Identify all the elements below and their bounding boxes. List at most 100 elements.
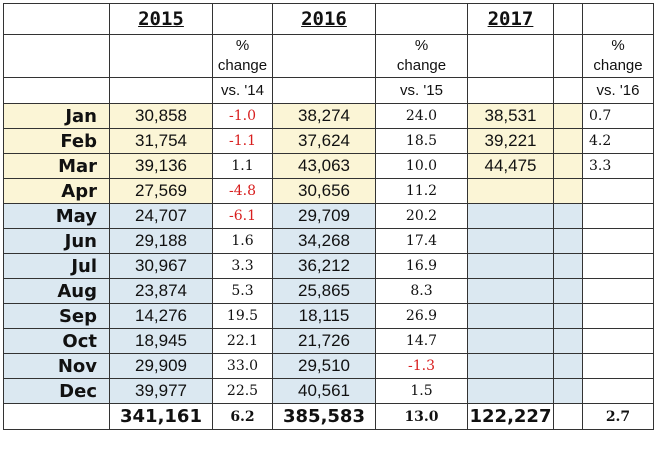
totals-label-cell (3, 403, 110, 430)
change-2015: 1.1 (212, 153, 273, 179)
month-row: Jun 29,188 1.6 34,268 17.4 (3, 228, 654, 254)
change-2016: 20.2 (375, 203, 468, 229)
value-2017 (467, 278, 554, 304)
blank-header-cell (3, 77, 110, 104)
spacer-2017 (553, 328, 583, 354)
year-2016-header: 2016 (272, 3, 376, 35)
totals-row: 341,161 6.2 385,583 13.0 122,227 2.7 (3, 403, 654, 430)
change-2017 (582, 303, 654, 329)
total-2017: 122,227 (467, 403, 554, 430)
value-2017: 44,475 (467, 153, 554, 179)
month-row: Jan 30,858 -1.0 38,274 24.0 38,531 0.7 (3, 103, 654, 129)
change-2017 (582, 203, 654, 229)
value-2016: 18,115 (272, 303, 376, 329)
change-2015: 19.5 (212, 303, 273, 329)
month-label: Sep (3, 303, 110, 329)
change-label: change (217, 57, 268, 74)
value-2017: 39,221 (467, 128, 554, 154)
spacer-2017 (553, 103, 583, 129)
change-2016: 26.9 (375, 303, 468, 329)
value-2016: 37,624 (272, 128, 376, 154)
month-label: May (3, 203, 110, 229)
value-2017 (467, 253, 554, 279)
value-2015: 14,276 (109, 303, 213, 329)
value-2016: 40,561 (272, 378, 376, 404)
vs-16-label: vs. '16 (582, 77, 654, 104)
value-2017 (467, 228, 554, 254)
value-2016: 25,865 (272, 278, 376, 304)
change-2017 (582, 328, 654, 354)
spacer-2017 (553, 278, 583, 304)
value-2015: 18,945 (109, 328, 213, 354)
value-2015: 30,858 (109, 103, 213, 129)
change-2017 (582, 228, 654, 254)
vs-header-row: vs. '14 vs. '15 vs. '16 (3, 77, 654, 104)
monthly-comparison-table: 2015 2016 2017 % change % change % (3, 3, 654, 430)
month-row: Sep 14,276 19.5 18,115 26.9 (3, 303, 654, 329)
change-2017 (582, 178, 654, 204)
month-row: Apr 27,569 -4.8 30,656 11.2 (3, 178, 654, 204)
blank-header-cell (553, 77, 583, 104)
change-2017 (582, 378, 654, 404)
month-label: Oct (3, 328, 110, 354)
month-label: Nov (3, 353, 110, 379)
spacer-2017 (553, 353, 583, 379)
value-2017: 38,531 (467, 103, 554, 129)
value-2015: 29,909 (109, 353, 213, 379)
pct-change-header-2016: % change (375, 34, 468, 78)
spacer-2017 (553, 178, 583, 204)
month-row: Jul 30,967 3.3 36,212 16.9 (3, 253, 654, 279)
year-2017-header: 2017 (467, 3, 554, 35)
change-2016: 16.9 (375, 253, 468, 279)
total-2015: 341,161 (109, 403, 213, 430)
month-label: Mar (3, 153, 110, 179)
blank-header-cell (553, 3, 583, 35)
pct-label: % (414, 37, 429, 54)
change-2015: 1.6 (212, 228, 273, 254)
pct-change-header-2017: % change (582, 34, 654, 78)
change-2017: 4.2 (582, 128, 654, 154)
change-2017 (582, 278, 654, 304)
change-2015: -6.1 (212, 203, 273, 229)
year-2015-header: 2015 (109, 3, 213, 35)
value-2017 (467, 353, 554, 379)
change-2015: -1.1 (212, 128, 273, 154)
value-2015: 27,569 (109, 178, 213, 204)
month-label: Apr (3, 178, 110, 204)
change-2015: 3.3 (212, 253, 273, 279)
total-2016: 385,583 (272, 403, 376, 430)
month-label: Jan (3, 103, 110, 129)
value-2016: 43,063 (272, 153, 376, 179)
blank-header-cell (109, 77, 213, 104)
corner-cell (3, 3, 110, 35)
spacer-2017 (553, 228, 583, 254)
value-2016: 30,656 (272, 178, 376, 204)
change-2015: 22.5 (212, 378, 273, 404)
pct-change-header-2015: % change (212, 34, 273, 78)
change-2015: -4.8 (212, 178, 273, 204)
month-row: Dec 39,977 22.5 40,561 1.5 (3, 378, 654, 404)
blank-header-cell (553, 34, 583, 78)
value-2015: 29,188 (109, 228, 213, 254)
change-label: change (593, 57, 643, 74)
value-2015: 30,967 (109, 253, 213, 279)
change-2017: 3.3 (582, 153, 654, 179)
change-2016: -1.3 (375, 353, 468, 379)
value-2015: 39,136 (109, 153, 213, 179)
value-2016: 34,268 (272, 228, 376, 254)
change-2016: 11.2 (375, 178, 468, 204)
value-2016: 36,212 (272, 253, 376, 279)
month-row: Aug 23,874 5.3 25,865 8.3 (3, 278, 654, 304)
blank-header-cell (272, 77, 376, 104)
total-change-2016: 13.0 (375, 403, 468, 430)
blank-total-cell (553, 403, 583, 430)
total-change-2017: 2.7 (582, 403, 654, 430)
change-2016: 10.0 (375, 153, 468, 179)
month-row: May 24,707 -6.1 29,709 20.2 (3, 203, 654, 229)
change-2016: 18.5 (375, 128, 468, 154)
change-2015: 5.3 (212, 278, 273, 304)
change-2016: 1.5 (375, 378, 468, 404)
spacer-2017 (553, 153, 583, 179)
value-2015: 31,754 (109, 128, 213, 154)
value-2017 (467, 378, 554, 404)
